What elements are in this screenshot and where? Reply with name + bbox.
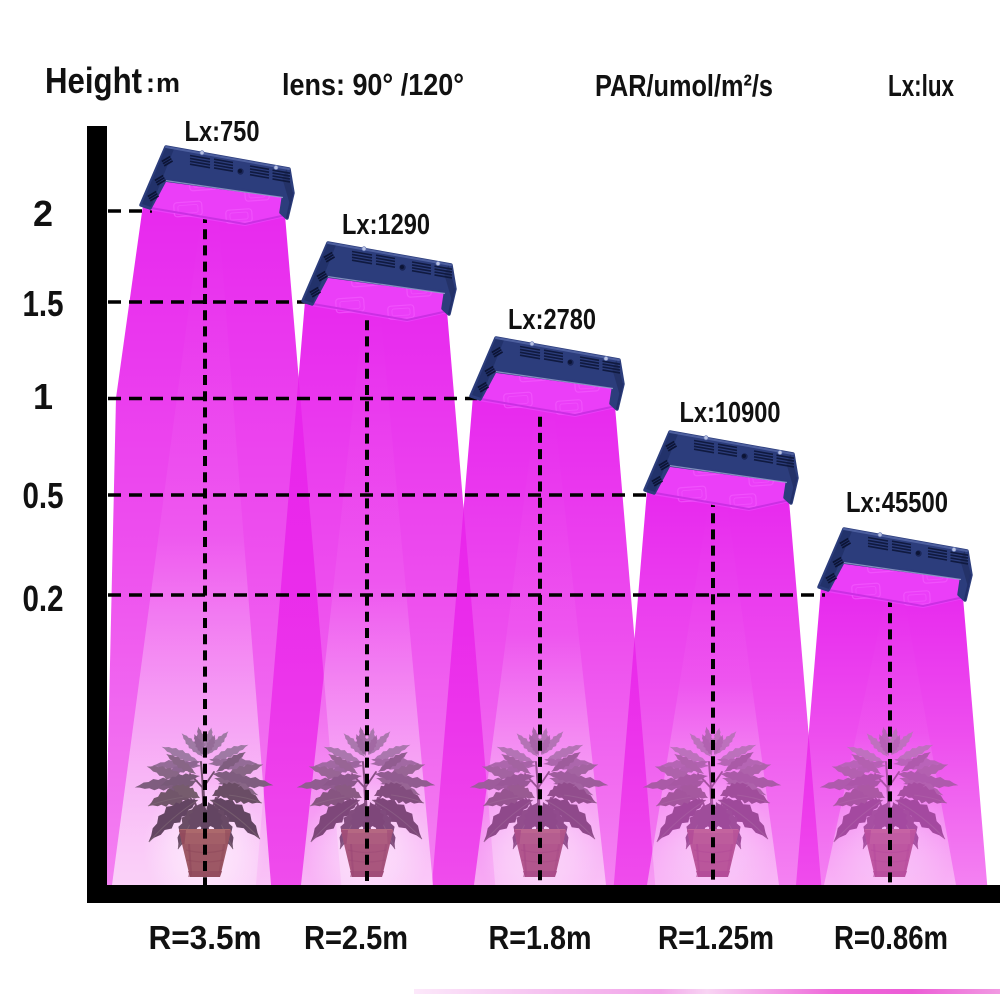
svg-text::: : (146, 68, 155, 98)
svg-text:Height: Height (45, 60, 142, 101)
svg-text:0.2: 0.2 (23, 578, 64, 619)
svg-text:Lx:45500: Lx:45500 (846, 487, 948, 519)
svg-text:R=3.5m: R=3.5m (149, 919, 262, 956)
svg-text:2: 2 (33, 193, 53, 234)
svg-text:R=2.5m: R=2.5m (304, 919, 408, 956)
svg-text:m: m (156, 68, 180, 98)
svg-text:1: 1 (33, 376, 53, 417)
svg-text:PAR/umol/m²/s: PAR/umol/m²/s (595, 68, 773, 103)
svg-text:R=1.8m: R=1.8m (489, 919, 592, 956)
svg-text:Lx:750: Lx:750 (185, 116, 260, 148)
svg-text:Lx:10900: Lx:10900 (680, 397, 781, 429)
svg-text:1.5: 1.5 (23, 283, 64, 324)
svg-text:lens: 90° /120°: lens: 90° /120° (282, 67, 464, 102)
svg-text:Lx:lux: Lx:lux (888, 68, 955, 103)
svg-text:R=0.86m: R=0.86m (834, 919, 948, 956)
svg-text:0.5: 0.5 (23, 475, 64, 516)
svg-text:Lx:2780: Lx:2780 (508, 304, 596, 336)
svg-text:Lx:1290: Lx:1290 (342, 209, 430, 241)
svg-text:R=1.25m: R=1.25m (658, 919, 774, 956)
